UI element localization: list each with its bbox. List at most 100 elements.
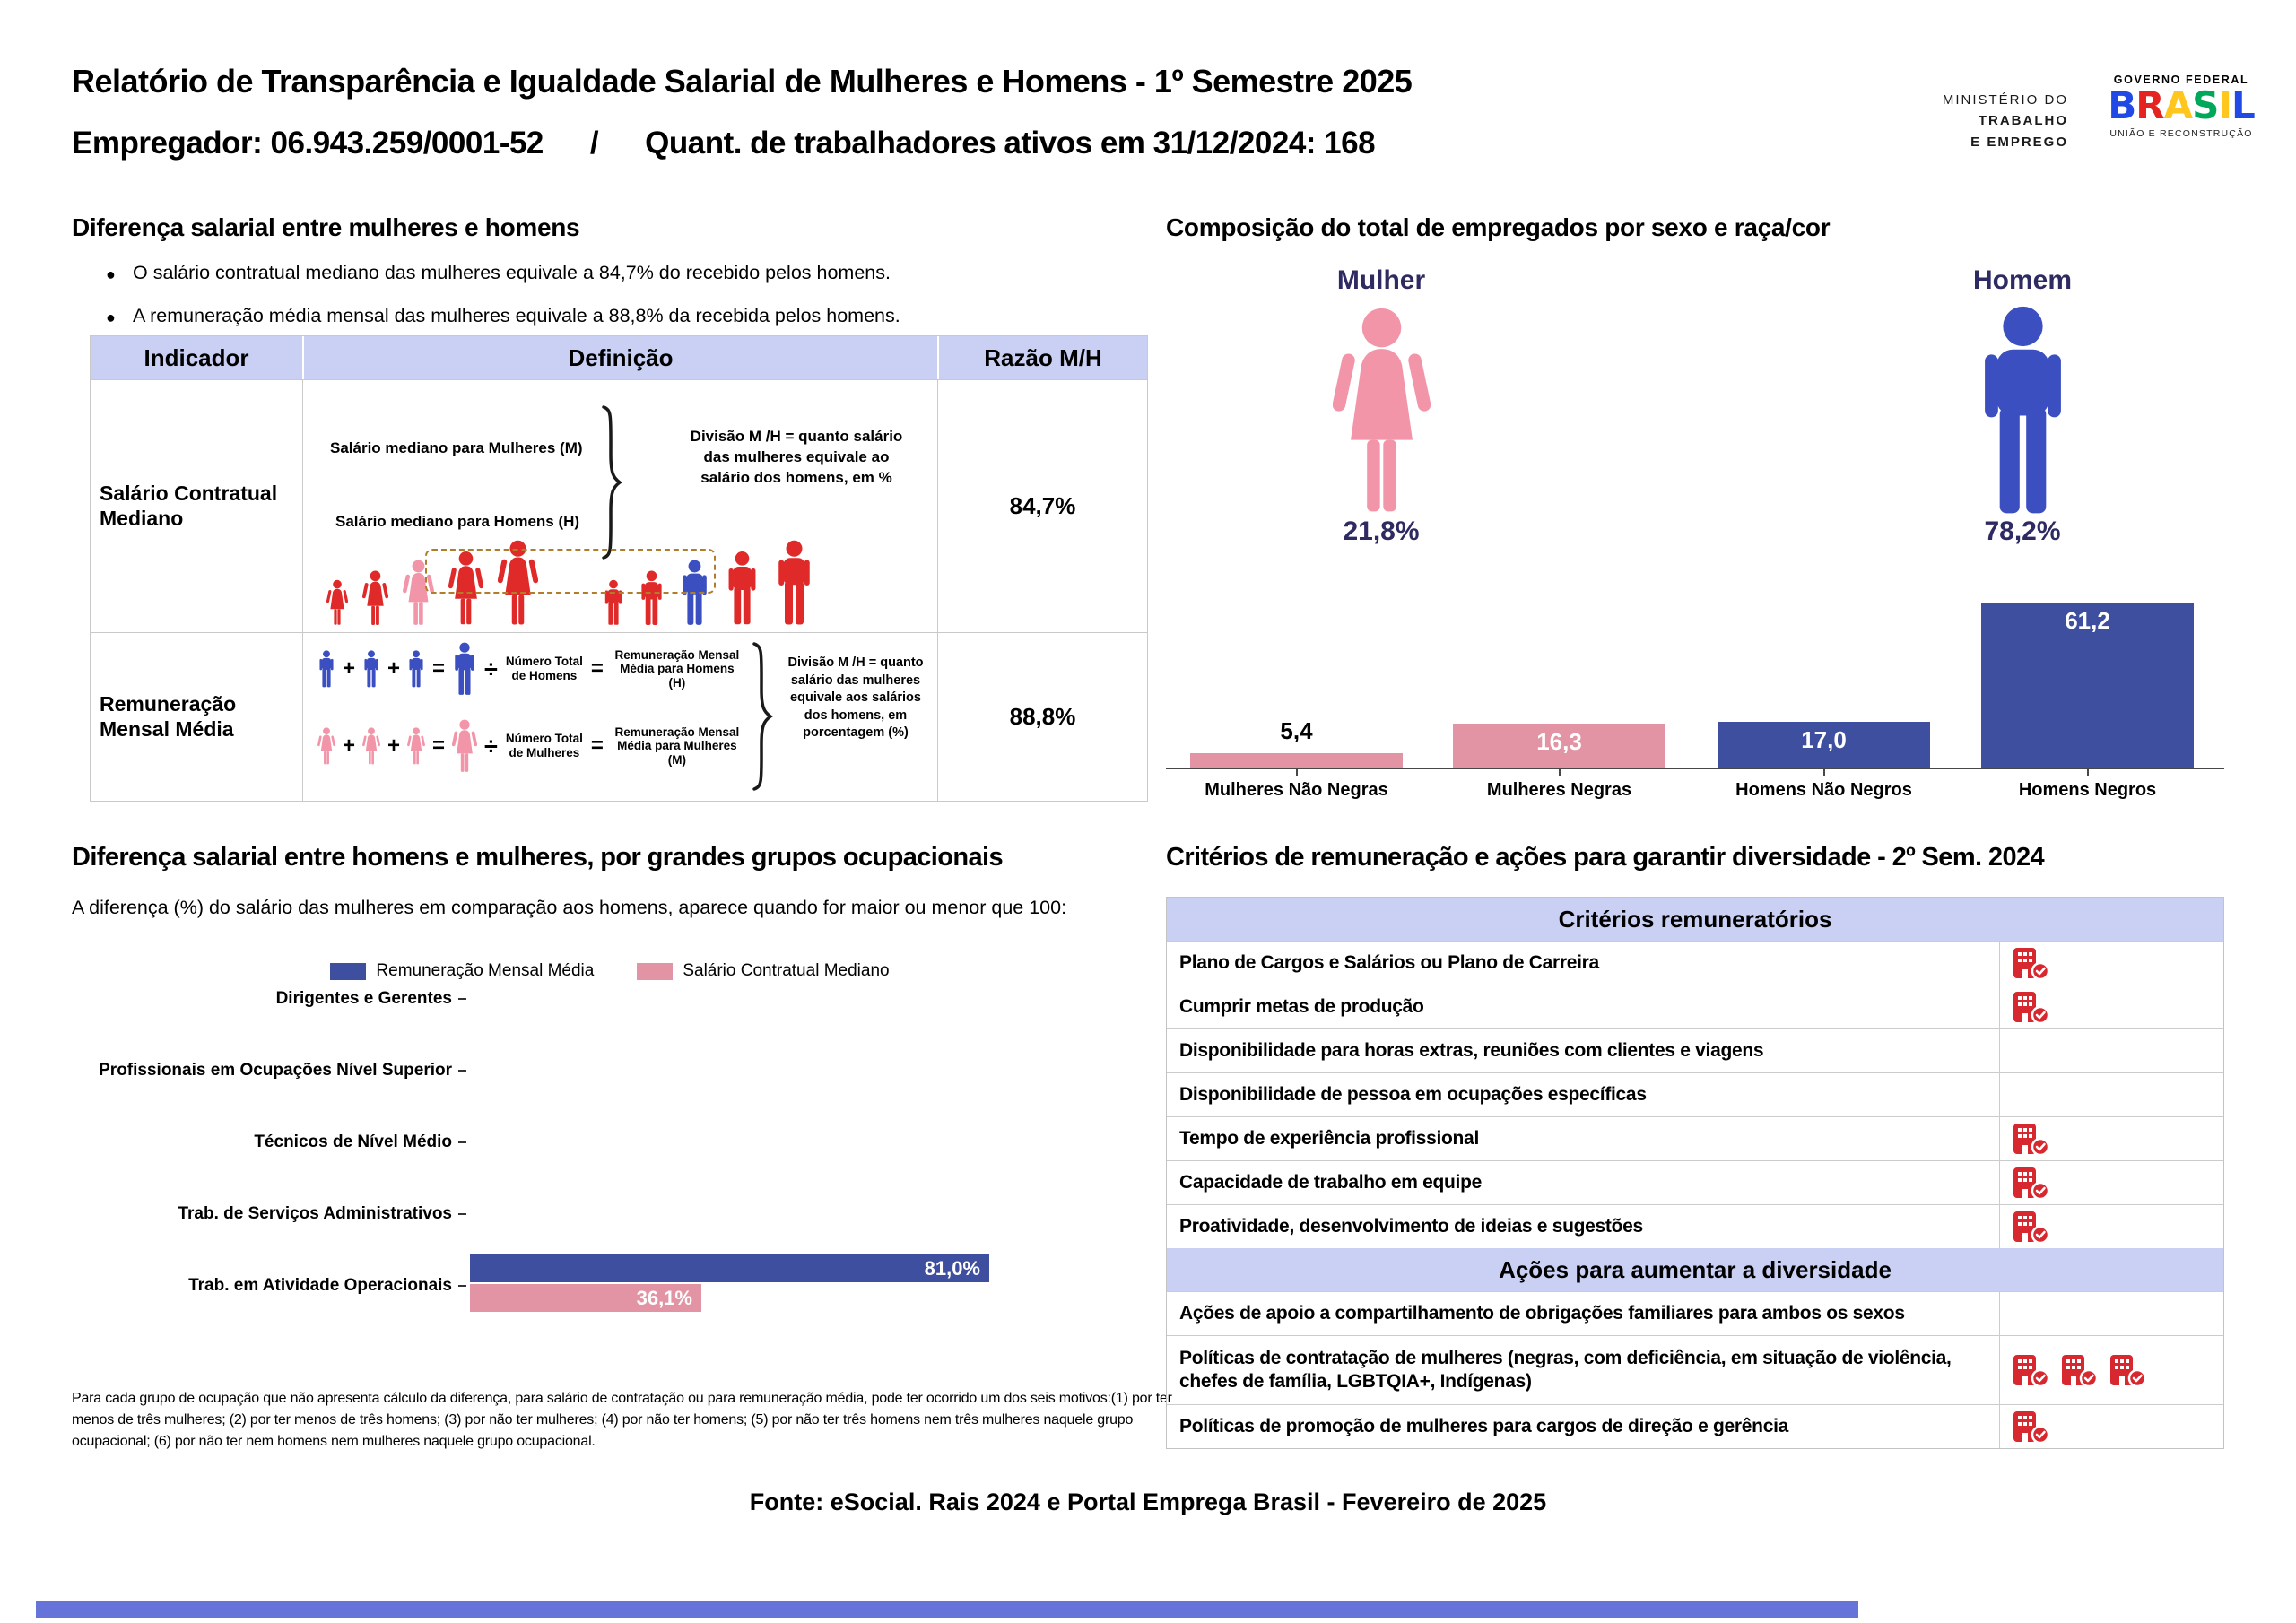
table-row: Disponibilidade de pessoa em ocupações e…	[1167, 1072, 2223, 1116]
woman-median-figure-icon	[403, 560, 434, 626]
company-check-icon	[2062, 1355, 2099, 1387]
criteria-check-cell	[1999, 1292, 2223, 1335]
active-workers-count: Quant. de trabalhadores ativos em 31/12/…	[645, 126, 1376, 161]
section-title-criteria: Critérios de remuneração e ações para ga…	[1166, 843, 2045, 872]
criteria-check-cell	[1999, 1029, 2223, 1072]
indicator-name-median: Salário Contratual Mediano	[91, 379, 302, 632]
divide-sign: ÷	[484, 655, 498, 682]
col-header-razao: Razão M/H	[937, 336, 1147, 379]
bar-value-label: 5,4	[1280, 717, 1313, 744]
criteria-section-header: Ações para aumentar a diversidade	[1167, 1248, 2223, 1291]
equals-sign: =	[590, 656, 604, 681]
def-men-line: Salário mediano para Homens (H)	[335, 513, 580, 530]
men-average-formula: + + = ÷ Número Total de Homens	[317, 642, 744, 696]
table-row: Plano de Cargos e Salários ou Plano de C…	[1167, 941, 2223, 985]
ministry-line-3: E EMPREGO	[1970, 134, 2068, 150]
criteria-check-cell	[1999, 1073, 2223, 1116]
axis-tick	[458, 997, 466, 1001]
employer-id: Empregador: 06.943.259/0001-52	[72, 126, 544, 161]
legend-swatch-pink	[637, 962, 674, 980]
criteria-label: Disponibilidade de pessoa em ocupações e…	[1179, 1083, 1647, 1105]
women-divisor-label: Número Total de Mulheres	[505, 732, 583, 759]
ministry-line-1: MINISTÉRIO DO	[1942, 92, 2068, 108]
ministry-line-2: TRABALHO	[1978, 113, 2068, 129]
category-label: Trab. em Atividade Operacionais	[72, 1275, 466, 1297]
company-check-icon	[2013, 992, 2050, 1024]
bar-remuneracao-media: 81,0%	[470, 1254, 989, 1282]
woman-figure-icon	[362, 727, 380, 765]
bullet-item: ● A remuneração média mensal das mulhere…	[106, 305, 1092, 330]
ministry-logo: MINISTÉRIO DO TRABALHO E EMPREGO	[1844, 90, 2068, 152]
equals-sign: =	[432, 733, 446, 758]
axis-tick	[1296, 769, 1298, 776]
indicator-table: Indicador Definição Razão M/H Salário Co…	[90, 335, 1148, 802]
source-line: Fonte: eSocial. Rais 2024 e Portal Empre…	[749, 1488, 1547, 1515]
man-figure-icon	[725, 551, 760, 626]
category-label: Homens Não Negros	[1735, 780, 1912, 800]
criteria-label: Cumprir metas de produção	[1179, 995, 1424, 1017]
bullet-text-average: A remuneração média mensal das mulheres …	[133, 305, 900, 326]
legend-swatch-blue	[330, 962, 367, 980]
section-title-salary-gap: Diferença salarial entre mulheres e home…	[72, 213, 580, 241]
axis-tick	[1823, 769, 1825, 776]
brasil-logo: BRASIL	[2108, 83, 2256, 127]
criteria-check-cell	[1999, 985, 2223, 1028]
woman-figure-icon	[326, 579, 349, 626]
category-label: Técnicos de Nível Médio	[72, 1132, 466, 1153]
equals-sign: =	[590, 733, 604, 758]
criteria-table: Critérios remuneratórios Plano de Cargos…	[1166, 897, 2224, 1449]
man-median-figure-icon	[679, 560, 710, 626]
female-percentage: 21,8%	[1343, 516, 1420, 546]
col-header-indicador: Indicador	[91, 336, 302, 379]
criteria-label: Políticas de promoção de mulheres para c…	[1179, 1415, 1789, 1436]
bullet-item: ● O salário contratual mediano das mulhe…	[106, 262, 1092, 287]
man-figure-icon	[407, 650, 425, 688]
men-divisor-label: Número Total de Homens	[505, 655, 583, 682]
woman-figure-icon	[448, 551, 484, 626]
plus-sign: +	[387, 733, 401, 758]
category-label: Profissionais em Ocupações Nível Superio…	[72, 1060, 466, 1081]
curly-brace-icon	[750, 642, 774, 795]
plus-sign: +	[387, 656, 401, 681]
axis-tick	[1559, 769, 1561, 776]
bullet-icon: ●	[106, 308, 116, 326]
criteria-label: Proatividade, desenvolvimento de ideias …	[1179, 1215, 1643, 1237]
bar-salario-mediano: 36,1%	[470, 1284, 701, 1312]
ratio-value-average: 88,8%	[937, 632, 1147, 801]
company-check-icon	[2013, 1167, 2050, 1200]
criteria-check-cell	[1999, 1336, 2223, 1404]
composition-bar-chart: 5,4 16,3 17,0 61,2 Mulheres Não Negras M…	[1166, 565, 2224, 807]
definition-cell-average: + + = ÷ Número Total de Homens	[302, 632, 937, 801]
table-row: Capacidade de trabalho em equipe	[1167, 1160, 2223, 1204]
bar-value-label: 61,2	[2065, 607, 2110, 634]
table-row: Políticas de promoção de mulheres para c…	[1167, 1404, 2223, 1448]
gov-federal-logo: GOVERNO FEDERAL BRASIL UNIÃO E RECONSTRU…	[2106, 74, 2257, 139]
table-row: Proatividade, desenvolvimento de ideias …	[1167, 1204, 2223, 1248]
criteria-label: Disponibilidade para horas extras, reuni…	[1179, 1039, 1764, 1061]
legend-label: Salário Contratual Mediano	[683, 961, 890, 980]
bar-mulheres-nao-negras	[1190, 753, 1403, 768]
plus-sign: +	[343, 656, 356, 681]
divide-sign: ÷	[484, 732, 498, 759]
criteria-check-cell	[1999, 1405, 2223, 1448]
table-row: Ações de apoio a compartilhamento de obr…	[1167, 1291, 2223, 1335]
man-figure-icon	[362, 650, 380, 688]
x-axis-line	[1166, 768, 2224, 769]
criteria-section-header: Critérios remuneratórios	[1167, 898, 2223, 941]
occupational-subtitle: A diferença (%) do salário das mulheres …	[72, 897, 1067, 918]
indicator-name-average: Remuneração Mensal Média	[91, 632, 302, 801]
men-result-label: Remuneração Mensal Média para Homens (H)	[614, 647, 740, 690]
category-label: Homens Negros	[2018, 780, 2157, 800]
category-label: Dirigentes e Gerentes	[72, 988, 466, 1010]
section-title-occupational: Diferença salarial entre homens e mulher…	[72, 843, 1004, 872]
definition-cell-median: Salário mediano para Mulheres (M) Salári…	[302, 379, 937, 632]
def-women-line: Salário mediano para Mulheres (M)	[330, 439, 583, 456]
company-check-icon	[2013, 948, 2050, 980]
criteria-check-cell	[1999, 1205, 2223, 1248]
women-average-formula: + + = ÷ Número Total de Mulheres	[317, 719, 744, 773]
criteria-label: Capacidade de trabalho em equipe	[1179, 1171, 1482, 1193]
male-group-label: Homem	[1972, 265, 2073, 295]
legend-label: Remuneração Mensal Média	[376, 961, 595, 980]
woman-figure-icon	[361, 570, 389, 626]
